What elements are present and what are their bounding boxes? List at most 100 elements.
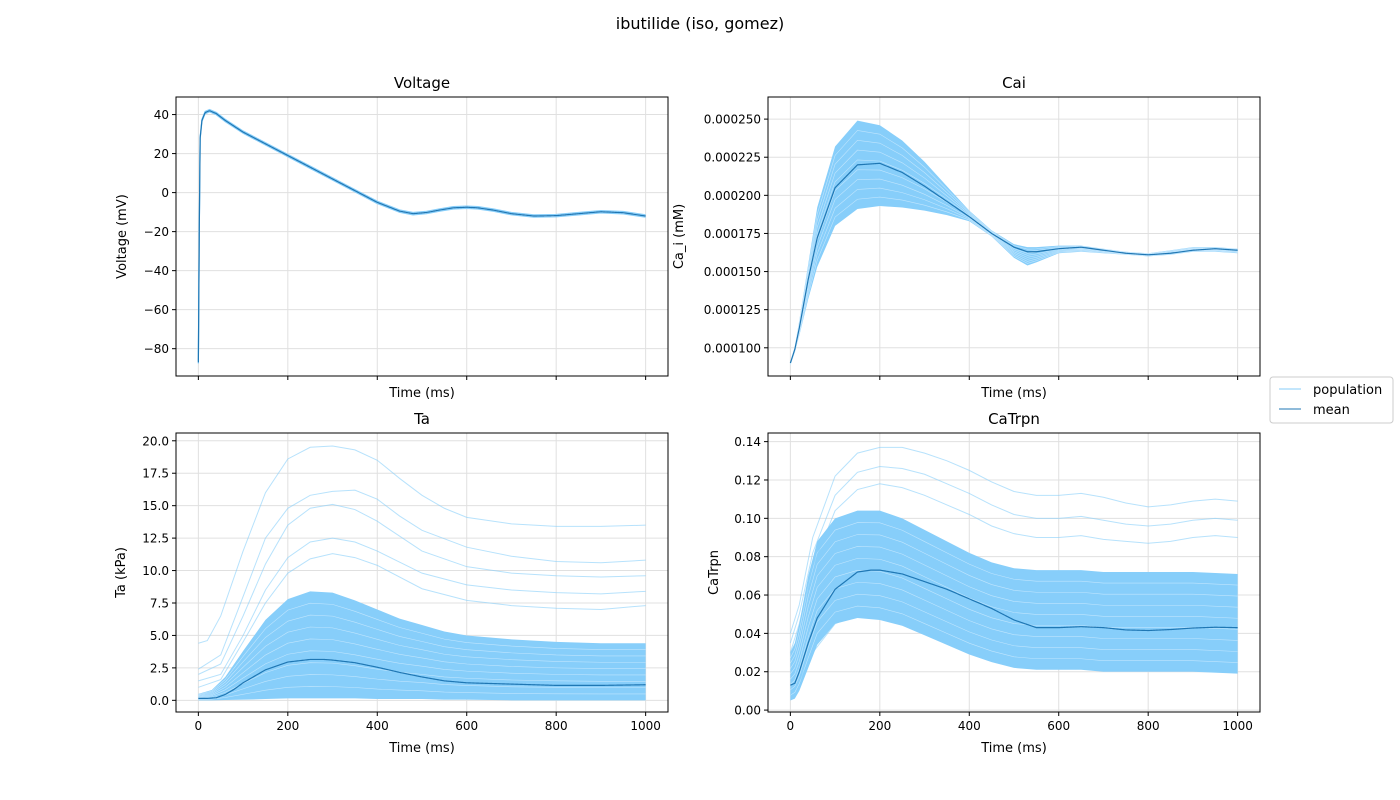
mean-line <box>197 110 646 363</box>
y-tick-label: 20 <box>154 147 169 161</box>
y-axis-label: Voltage (mV) <box>115 194 130 279</box>
y-tick-label: 0.04 <box>734 627 761 641</box>
subplot-catrpn: 0 200 400 600 800 1000 0.00 0.02 0.04 0.06 0.08 0.1… <box>707 410 1261 756</box>
x-tick-label: 400 <box>958 719 981 733</box>
y-tick-label: 5.0 <box>150 629 169 643</box>
population-trace <box>198 614 646 696</box>
y-tick-label: 0.06 <box>734 589 761 603</box>
x-tick-label: 400 <box>366 719 389 733</box>
y-tick-label: 15.0 <box>142 499 169 513</box>
legend-mean-label: mean <box>1313 403 1350 418</box>
population-band <box>790 510 1238 701</box>
subplot-title: Voltage <box>394 74 450 92</box>
population-trace <box>198 537 646 682</box>
x-tick-label: 800 <box>545 719 568 733</box>
y-tick-label: 0.000125 <box>704 303 761 317</box>
y-tick-label: 0.000200 <box>704 189 761 203</box>
y-tick-label: 20.0 <box>142 434 169 448</box>
population-band <box>198 591 646 701</box>
y-tick-label: −60 <box>144 303 169 317</box>
population-trace <box>790 139 1238 364</box>
population-trace <box>790 581 1238 685</box>
y-tick-label: 10.0 <box>142 564 169 578</box>
population-trace <box>790 605 1238 696</box>
plot-area-cai <box>789 120 1238 366</box>
population-trace <box>790 593 1238 691</box>
y-tick-label: 0 <box>161 186 169 200</box>
x-axis-label: Time (ms) <box>388 741 455 756</box>
population-trace <box>789 483 1238 653</box>
y-tick-label: 7.5 <box>150 596 169 610</box>
y-axis-label: Ta (kPa) <box>114 547 129 599</box>
population-trace <box>198 553 646 688</box>
population-trace <box>198 686 646 700</box>
population-trace <box>198 489 646 670</box>
population-trace <box>789 446 1238 634</box>
x-axis-label: Time (ms) <box>980 741 1047 756</box>
y-tick-label: 0.10 <box>734 512 761 526</box>
y-tick-label: 0.0 <box>150 694 169 708</box>
population-trace <box>790 546 1238 669</box>
y-axis-label: Ca_i (mM) <box>672 204 687 269</box>
y-tick-label: 0.08 <box>734 550 761 564</box>
y-tick-label: 0.00 <box>734 704 761 718</box>
population-trace <box>198 626 646 697</box>
population-trace <box>197 111 646 364</box>
mean-line <box>198 658 646 699</box>
x-tick-label: 0 <box>195 719 203 733</box>
population-trace <box>790 534 1238 664</box>
population-trace <box>198 650 646 698</box>
x-tick-label: 1000 <box>1222 719 1253 733</box>
x-tick-label: 0 <box>787 719 795 733</box>
population-trace <box>198 674 646 700</box>
x-axis-label: Time (ms) <box>388 386 455 401</box>
subplot-grid: −80 −60 −40 −20 0 20 40 Voltage Time (ms) Voltage… <box>114 74 1261 756</box>
population-trace <box>790 187 1238 365</box>
population-trace <box>790 196 1238 366</box>
population-trace <box>790 130 1238 363</box>
y-tick-label: 0.02 <box>734 665 761 679</box>
legend: population mean <box>1269 376 1394 424</box>
y-tick-label: 0.14 <box>734 435 761 449</box>
population-trace <box>198 602 646 695</box>
x-tick-label: 600 <box>455 719 478 733</box>
subplot-voltage: −80 −60 −40 −20 0 20 40 Voltage Time (ms) Voltage… <box>115 74 669 401</box>
subplot-ta: 0 200 400 600 800 1000 0.0 2.5 5.0 7.5 10.0 12.5 15.… <box>114 410 669 756</box>
y-tick-label: −40 <box>144 264 169 278</box>
y-tick-label: 2.5 <box>150 661 169 675</box>
y-tick-label: 0.000175 <box>704 227 761 241</box>
population-trace <box>789 466 1238 644</box>
x-tick-label: 200 <box>276 719 299 733</box>
axes-frame <box>767 432 1261 713</box>
subplot-title: Ta <box>413 410 430 428</box>
y-tick-label: 0.12 <box>734 473 761 487</box>
legend-population-label: population <box>1313 383 1382 398</box>
y-tick-label: 17.5 <box>142 467 169 481</box>
population-band <box>790 120 1238 366</box>
y-tick-label: 0.000100 <box>704 341 761 355</box>
figure-suptitle: ibutilide (iso, gomez) <box>616 14 784 33</box>
x-tick-label: 600 <box>1047 719 1070 733</box>
subplot-title: CaTrpn <box>988 410 1040 428</box>
y-tick-label: 40 <box>154 108 169 122</box>
plot-area-catrpn <box>789 446 1238 701</box>
population-trace <box>789 613 1238 696</box>
x-tick-label: 800 <box>1137 719 1160 733</box>
population-trace <box>790 522 1238 659</box>
plot-area-voltage <box>197 108 646 364</box>
y-tick-label: 12.5 <box>142 532 169 546</box>
axes-frame <box>767 96 1261 377</box>
y-tick-label: 0.000250 <box>704 113 761 127</box>
plot-area-ta <box>198 445 646 701</box>
y-tick-label: 0.000225 <box>704 151 761 165</box>
subplot-cai: 0.000100 0.000125 0.000150 0.000175 0.000200… <box>672 74 1261 401</box>
x-tick-label: 200 <box>868 719 891 733</box>
x-tick-label: 1000 <box>630 719 661 733</box>
axes-frame <box>175 96 669 377</box>
population-trace <box>198 445 646 644</box>
mean-line <box>789 162 1238 364</box>
y-axis-label: CaTrpn <box>707 550 722 595</box>
population-trace <box>197 108 646 362</box>
population-trace <box>198 503 646 675</box>
